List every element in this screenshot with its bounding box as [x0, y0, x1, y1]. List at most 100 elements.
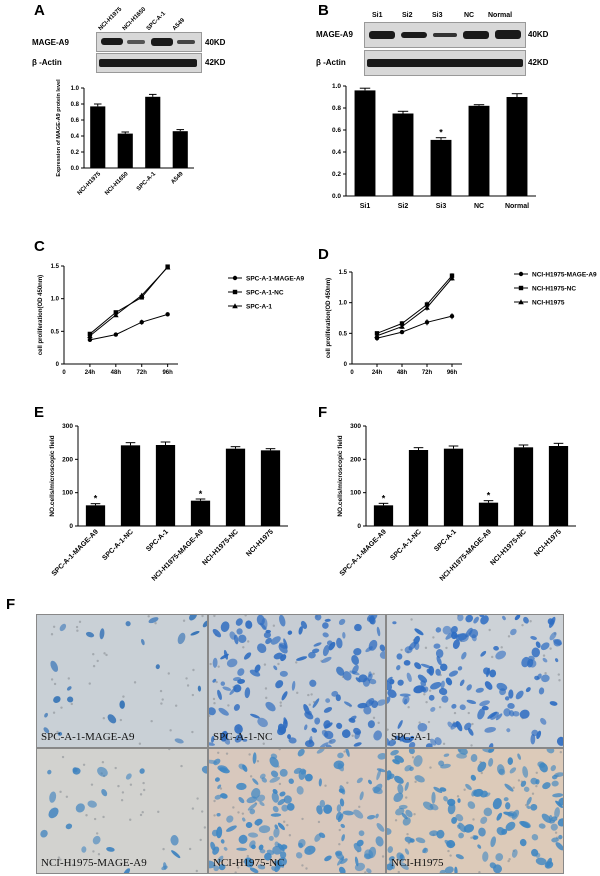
membrane-pore: [119, 718, 123, 722]
membrane-pore: [246, 854, 250, 858]
cell: [261, 777, 267, 783]
blot-a-lane-label: NCI-H1650: [121, 6, 148, 32]
cell: [430, 681, 442, 690]
membrane-pore: [338, 842, 341, 846]
membrane-pore: [191, 693, 195, 697]
cell: [558, 797, 563, 806]
membrane-pore: [192, 668, 195, 672]
cell: [525, 687, 531, 693]
cell: [324, 855, 332, 862]
membrane-pore: [279, 704, 283, 707]
blot-a-control-size: 42KD: [205, 58, 226, 67]
blot-b-lane-label: NC: [464, 12, 475, 19]
bar: [392, 113, 414, 196]
cell: [249, 669, 261, 677]
cell: [440, 763, 451, 769]
membrane-pore: [200, 810, 204, 813]
cell: [249, 867, 259, 873]
cell: [355, 677, 361, 683]
cell: [148, 617, 159, 624]
bar: [513, 447, 534, 526]
cell: [404, 836, 413, 843]
cell: [403, 660, 411, 666]
cell: [363, 706, 372, 715]
membrane-pore: [453, 711, 457, 715]
membrane-pore: [121, 791, 125, 794]
cell: [509, 767, 517, 774]
data-point: [399, 323, 405, 329]
cell: [530, 733, 536, 745]
cell: [303, 703, 310, 715]
membrane-pore: [372, 672, 375, 675]
cell: [502, 615, 506, 621]
cell: [174, 738, 184, 744]
cell: [48, 807, 59, 819]
cell: [359, 791, 364, 801]
cell: [397, 783, 404, 794]
y-tick-label: 100: [62, 490, 73, 497]
cell: [551, 780, 559, 787]
membrane-pore: [470, 836, 473, 839]
cell: [323, 804, 333, 814]
cell: [342, 810, 354, 816]
series-line: [376, 275, 453, 334]
membrane-pore: [544, 672, 547, 675]
cell: [322, 632, 329, 638]
cell: [473, 616, 479, 624]
cell: [430, 707, 436, 712]
membrane-pore: [521, 623, 524, 627]
cell: [312, 698, 320, 709]
cell: [318, 778, 322, 787]
cell: [503, 811, 515, 817]
membrane-pore: [272, 624, 276, 627]
cell: [417, 674, 428, 683]
blot-a-lane-label: SPC-A-1: [145, 10, 167, 32]
cell: [353, 809, 364, 819]
membrane-pore: [488, 628, 491, 632]
cell: [281, 804, 289, 812]
cell: [269, 756, 279, 768]
blot-b-mage-strip: [364, 22, 526, 48]
y-axis-label: cell proliferation(OD 450nm): [38, 275, 44, 355]
cell: [550, 765, 557, 772]
cell: [555, 842, 563, 851]
cell: [548, 814, 553, 822]
membrane-pore: [394, 819, 398, 822]
membrane-pore: [120, 798, 124, 802]
cell: [540, 642, 550, 651]
membrane-pore: [92, 652, 95, 656]
cell: [387, 680, 393, 691]
data-point: [87, 333, 93, 339]
cell: [368, 616, 376, 625]
cell: [351, 655, 359, 665]
category-label: SPC-A-1: [145, 528, 170, 553]
membrane-pore: [397, 870, 400, 873]
membrane-pore: [82, 763, 86, 766]
legend-label: SPC-A-1-MAGE-A9: [246, 276, 305, 283]
category-label: A549: [170, 171, 185, 186]
y-tick-label: 100: [350, 490, 361, 497]
membrane-pore: [265, 696, 268, 700]
cell: [356, 777, 363, 784]
cell: [177, 632, 186, 645]
cell: [242, 738, 248, 742]
membrane-pore: [400, 648, 403, 652]
y-tick-label: 0.6: [332, 127, 341, 134]
cell: [439, 663, 448, 672]
membrane-pore: [248, 753, 251, 756]
category-label: SPC-A-1-MAGE-A9: [51, 528, 100, 577]
category-label: SPC-A-1-NC: [101, 528, 135, 562]
membrane-pore: [232, 806, 235, 809]
cell: [436, 655, 442, 666]
micrograph-label: NCI-H1975: [391, 857, 444, 869]
blot-b-lane-label: Normal: [488, 12, 513, 19]
cell: [57, 731, 63, 736]
cell: [387, 738, 390, 746]
cell: [81, 846, 87, 853]
cell: [435, 627, 442, 633]
significance-mark: *: [487, 491, 491, 501]
cell: [417, 722, 428, 732]
cell: [458, 822, 467, 833]
membrane-pore: [278, 749, 281, 751]
cell: [477, 844, 482, 849]
